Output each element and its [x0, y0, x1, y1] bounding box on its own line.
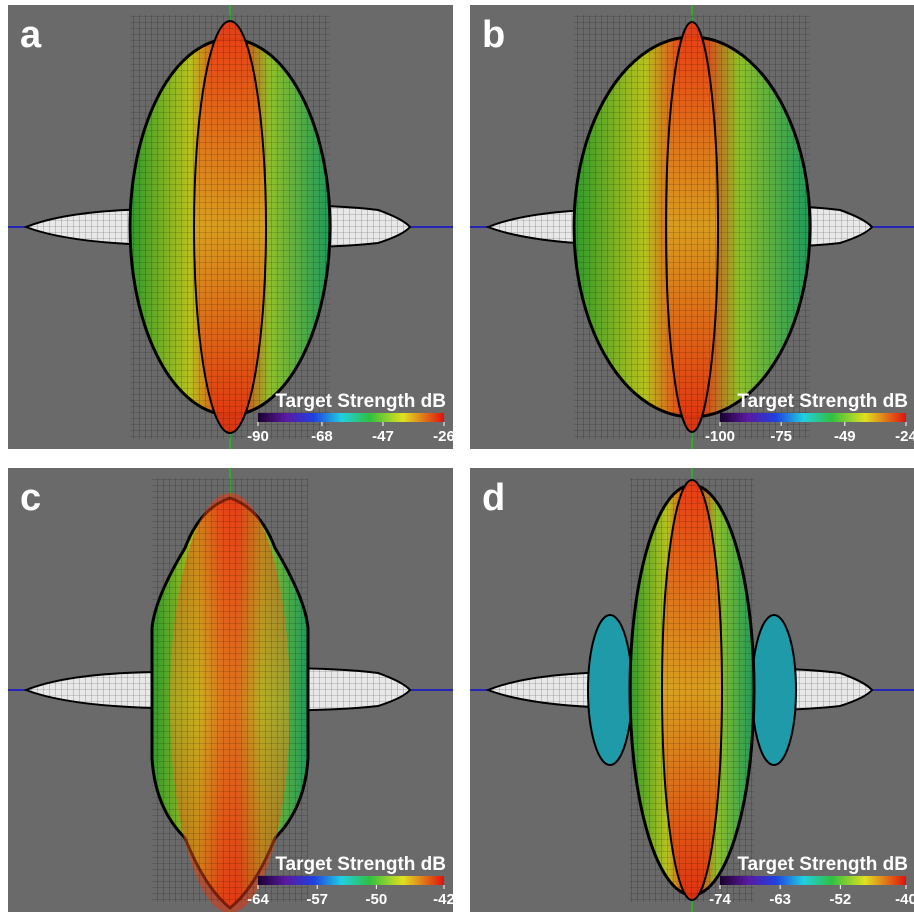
panel-render: b Target Strength dB-100 -75 -49 -24: [470, 5, 914, 449]
colorbar-tick-label: -68: [311, 428, 333, 445]
panel-render: c Target Strength dB -64 -57 -50 -42: [8, 468, 453, 912]
colorbar-tick-label: -75: [770, 428, 792, 445]
colorbar-tick-label: -74: [709, 891, 731, 908]
panel: d Target Strength dB -74 -63 -52 -40: [470, 468, 914, 912]
lobe-mesh: [574, 15, 810, 439]
colorbar-tick-label: -52: [830, 891, 852, 908]
colorbar: [720, 876, 906, 885]
panel-label: d: [482, 477, 505, 519]
lobe-mesh: [152, 478, 308, 902]
colorbar: [258, 413, 444, 422]
panel-label: a: [20, 14, 42, 56]
colorbar-title: Target Strength dB: [275, 391, 446, 412]
colorbar-tick-label: -64: [247, 891, 269, 908]
panel: c Target Strength dB -64 -57 -50 -42: [8, 468, 453, 912]
colorbar-tick-label: -24: [895, 428, 914, 445]
figure: a Target Strength dB -90 -68 -47 -26 b Target S…: [0, 0, 914, 911]
lobe-mesh: [130, 15, 330, 439]
colorbar-tick-label: -47: [372, 428, 394, 445]
colorbar: [720, 413, 906, 422]
panel-label: c: [20, 477, 41, 519]
colorbar-tick-label: -90: [247, 428, 269, 445]
panel: a Target Strength dB -90 -68 -47 -26: [8, 5, 453, 449]
colorbar-tick-label: -42: [433, 891, 453, 908]
colorbar-tick-label: -100: [705, 428, 735, 445]
side-lobe: [752, 615, 796, 765]
panel-label: b: [482, 14, 505, 56]
colorbar-tick-label: -63: [769, 891, 791, 908]
lobe-mesh: [630, 478, 754, 902]
colorbar-tick-label: -49: [834, 428, 856, 445]
panel: b Target Strength dB-100 -75 -49 -24: [470, 5, 914, 449]
panel-render: a Target Strength dB -90 -68 -47 -26: [8, 5, 453, 449]
colorbar-title: Target Strength dB: [737, 854, 908, 875]
panel-render: d Target Strength dB -74 -63 -52 -40: [470, 468, 914, 912]
colorbar: [258, 876, 444, 885]
colorbar-tick-label: -26: [433, 428, 453, 445]
side-lobe: [588, 615, 632, 765]
colorbar-tick-label: -40: [895, 891, 914, 908]
colorbar-title: Target Strength dB: [275, 854, 446, 875]
colorbar-tick-label: -57: [306, 891, 328, 908]
colorbar-tick-label: -50: [366, 891, 388, 908]
colorbar-title: Target Strength dB: [737, 391, 908, 412]
